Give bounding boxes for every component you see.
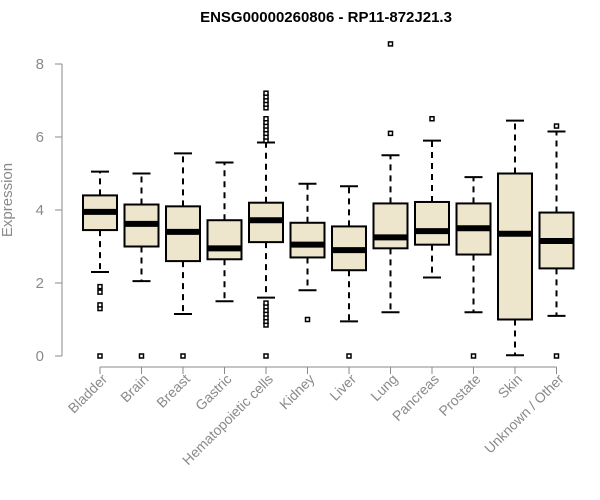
y-tick-label: 6	[36, 129, 44, 146]
box-pancreas	[414, 116, 450, 279]
x-tick-label: Breast	[153, 371, 193, 411]
outlier-point	[429, 116, 435, 122]
outlier-point	[553, 353, 560, 359]
box-prostate	[455, 176, 492, 359]
y-tick-label: 8	[36, 56, 44, 73]
outlier-point	[97, 289, 103, 295]
y-axis: 0 2 4 6 8	[36, 56, 63, 365]
box-lung	[372, 41, 409, 314]
iqr-box	[206, 219, 243, 261]
outlier-point	[387, 130, 394, 137]
x-tick-label: Skin	[495, 371, 526, 402]
chart-title: ENSG00000260806 - RP11-872J21.3	[200, 9, 452, 26]
outlier-point	[263, 116, 269, 122]
outlier-point	[304, 316, 311, 323]
outlier-point	[263, 90, 269, 96]
outlier-point	[97, 353, 103, 359]
box-unknown-other	[538, 123, 575, 359]
x-tick-label: Prostate	[435, 371, 483, 419]
outlier-point	[553, 123, 560, 129]
y-tick-label: 2	[36, 275, 44, 292]
x-tick-label: Kidney	[276, 371, 318, 413]
iqr-box	[372, 202, 409, 250]
outlier-point	[263, 353, 269, 359]
outlier-point	[180, 353, 186, 359]
x-tick-label: Liver	[326, 371, 359, 404]
outlier-point	[387, 41, 394, 47]
x-tick-label: Brain	[117, 371, 151, 405]
outlier-point	[97, 283, 103, 290]
box-hematopoietic-cells	[248, 90, 284, 359]
x-tick-label: Lung	[367, 371, 400, 404]
box-liver	[331, 185, 367, 359]
box-breast	[165, 152, 201, 359]
box-skin	[497, 119, 533, 357]
iqr-box	[414, 200, 450, 246]
box-kidney	[289, 182, 326, 323]
box-gastric	[206, 161, 243, 303]
y-tick-label: 4	[36, 202, 44, 219]
y-tick-label: 0	[36, 348, 44, 365]
x-tick-label: Unknown / Other	[481, 371, 567, 457]
outlier-point	[138, 353, 145, 359]
outlier-point	[470, 353, 477, 359]
x-tick-label: Bladder	[65, 371, 111, 417]
iqr-box	[289, 221, 326, 259]
box-brain	[123, 172, 160, 359]
box-bladder	[82, 170, 118, 359]
iqr-box	[497, 172, 533, 321]
outlier-point	[263, 300, 269, 306]
y-axis-title: Expression	[0, 163, 16, 237]
outlier-point	[346, 353, 352, 359]
box-series	[82, 41, 575, 359]
outlier-point	[97, 302, 103, 308]
